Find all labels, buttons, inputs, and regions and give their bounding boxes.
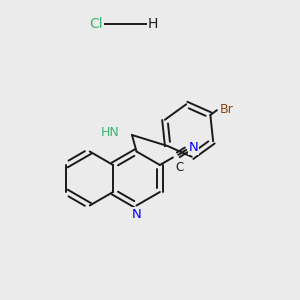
Text: Cl: Cl	[89, 17, 103, 31]
Text: N: N	[189, 141, 198, 154]
Text: HN: HN	[101, 126, 120, 140]
Text: N: N	[132, 208, 141, 221]
Text: H: H	[148, 17, 158, 31]
Text: C: C	[175, 161, 184, 174]
Text: Br: Br	[220, 103, 233, 116]
